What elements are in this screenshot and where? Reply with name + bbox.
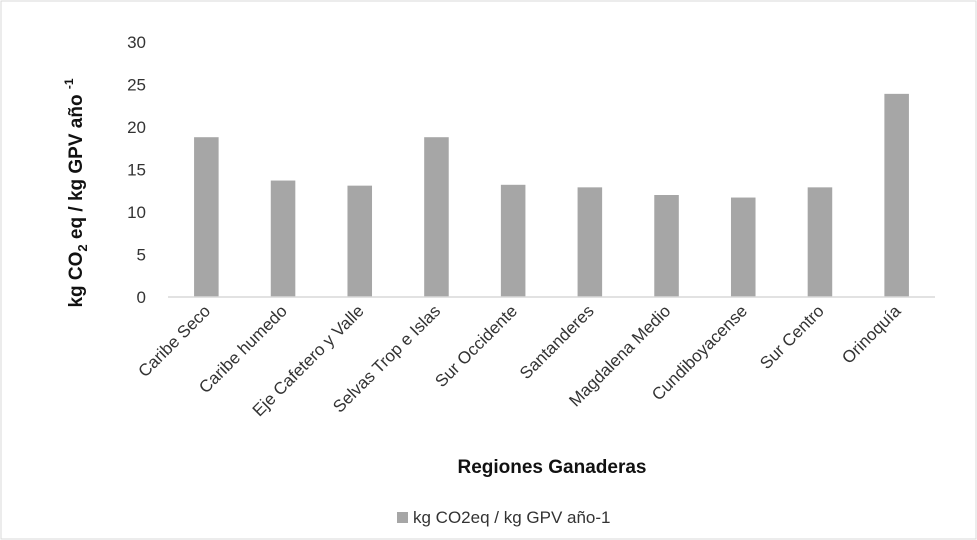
- y-axis-title-middle: eq / kg GPV año: [66, 89, 87, 244]
- bar: [884, 93, 909, 297]
- y-axis-title-prefix: kg CO: [66, 252, 87, 308]
- y-tick-label: 30: [127, 33, 146, 52]
- bar: [654, 195, 679, 297]
- bar: [500, 184, 526, 297]
- bars-group: [194, 93, 909, 297]
- bar: [807, 187, 833, 297]
- bar: [424, 137, 449, 297]
- y-tick-label: 5: [137, 246, 146, 265]
- bar: [194, 137, 219, 297]
- y-axis-title: kg CO2 eq / kg GPV año -1: [62, 78, 90, 307]
- y-axis-title-sup: -1: [62, 78, 76, 89]
- bar: [577, 187, 603, 297]
- bar: [270, 180, 296, 297]
- y-tick-label: 20: [127, 118, 146, 137]
- bar: [730, 197, 756, 297]
- y-axis-title-sub: 2: [75, 244, 90, 251]
- x-axis-title: Regiones Ganaderas: [457, 457, 646, 478]
- y-tick-label: 0: [137, 288, 146, 307]
- legend-label: kg CO2eq / kg GPV año-1: [413, 508, 611, 527]
- y-tick-label: 25: [127, 76, 146, 95]
- bar: [347, 185, 373, 297]
- y-tick-label: 15: [127, 161, 146, 180]
- y-tick-labels: 0 5 10 15 20 25 30: [127, 33, 146, 307]
- legend-swatch: [397, 512, 408, 523]
- y-tick-label: 10: [127, 203, 146, 222]
- legend: kg CO2eq / kg GPV año-1: [397, 508, 611, 527]
